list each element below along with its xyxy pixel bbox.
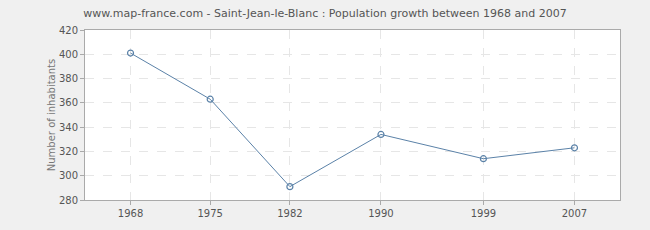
svg-text:1968: 1968 bbox=[118, 208, 143, 219]
svg-text:400: 400 bbox=[59, 49, 78, 60]
svg-text:380: 380 bbox=[59, 73, 78, 84]
svg-text:Number of inhabitants: Number of inhabitants bbox=[46, 59, 57, 171]
svg-text:2007: 2007 bbox=[562, 208, 587, 219]
svg-text:360: 360 bbox=[59, 97, 78, 108]
svg-text:1982: 1982 bbox=[277, 208, 302, 219]
svg-text:1999: 1999 bbox=[471, 208, 496, 219]
svg-text:320: 320 bbox=[59, 146, 78, 157]
svg-text:420: 420 bbox=[59, 25, 78, 36]
svg-text:300: 300 bbox=[59, 170, 78, 181]
svg-text:280: 280 bbox=[59, 195, 78, 206]
svg-text:1990: 1990 bbox=[368, 208, 393, 219]
svg-text:www.map-france.com - Saint-Jea: www.map-france.com - Saint-Jean-le-Blanc… bbox=[83, 7, 566, 20]
svg-text:340: 340 bbox=[59, 122, 78, 133]
svg-text:1975: 1975 bbox=[197, 208, 222, 219]
